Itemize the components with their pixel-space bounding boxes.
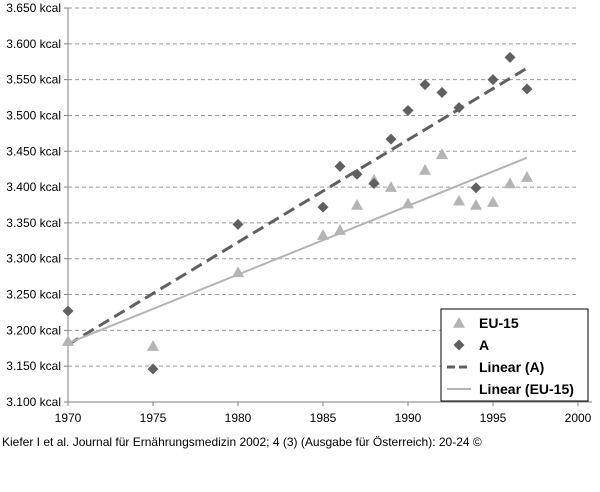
point-eu15 (470, 199, 482, 210)
x-tick-label: 1995 (480, 411, 507, 425)
point-eu15 (453, 194, 465, 206)
point-eu15 (436, 148, 448, 159)
x-axis: 1970 1975 1980 1985 1990 1995 2000 (55, 402, 592, 425)
point-a (334, 160, 346, 172)
point-a (504, 51, 516, 63)
point-eu15 (351, 199, 363, 210)
y-axis: 3.100 kcal 3.150 kcal 3.200 kcal 3.250 kcal… (6, 1, 68, 409)
trendlines (67, 66, 528, 346)
gridlines (68, 7, 578, 367)
y-tick-label: 3.350 kcal (6, 216, 61, 230)
chart-svg: 3.100 kcal 3.150 kcal 3.200 kcal 3.250 kcal… (6, 1, 592, 425)
y-tick-label: 3.650 kcal (6, 1, 61, 15)
legend-label: Linear (A) (479, 359, 544, 375)
trendline-eu15 (67, 156, 528, 345)
y-tick-label: 3.400 kcal (6, 180, 61, 194)
x-tick-label: 2000 (565, 411, 592, 425)
point-eu15 (402, 197, 414, 209)
point-a (351, 168, 363, 180)
point-a (402, 104, 414, 116)
point-eu15 (487, 196, 499, 207)
y-tick-label: 3.600 kcal (6, 37, 61, 51)
x-tick-label: 1985 (310, 411, 337, 425)
point-eu15 (147, 340, 159, 351)
x-tick-label: 1970 (55, 411, 82, 425)
point-eu15 (521, 171, 533, 182)
point-a (470, 182, 482, 194)
point-a (232, 218, 244, 230)
y-tick-label: 3.450 kcal (6, 144, 61, 158)
legend-label: Linear (EU-15) (479, 381, 574, 397)
legend-label: EU-15 (479, 315, 519, 331)
point-eu15 (317, 229, 329, 240)
point-eu15 (504, 177, 516, 189)
point-eu15 (232, 266, 244, 278)
point-eu15 (385, 181, 397, 192)
point-a (419, 79, 431, 91)
point-eu15 (419, 163, 431, 175)
y-tick-label: 3.250 kcal (6, 288, 61, 302)
y-tick-label: 3.550 kcal (6, 73, 61, 87)
y-tick-label: 3.200 kcal (6, 323, 61, 337)
point-a (147, 363, 159, 375)
source-caption: Kiefer I et al. Journal für Ernährungsme… (2, 435, 482, 449)
point-a (487, 74, 499, 86)
y-tick-label: 3.500 kcal (6, 108, 61, 122)
point-a (368, 178, 380, 190)
legend-marker-diamond (453, 339, 465, 351)
point-a (453, 102, 465, 114)
x-tick-label: 1975 (140, 411, 167, 425)
point-eu15 (334, 224, 346, 235)
y-tick-label: 3.300 kcal (6, 252, 61, 266)
legend-box (440, 308, 589, 402)
legend: EU-15 A Linear (A) Linear (EU-15) (440, 308, 589, 402)
legend-label: A (479, 337, 489, 353)
x-tick-label: 1990 (395, 411, 422, 425)
y-tick-label: 3.100 kcal (6, 395, 61, 409)
point-a (436, 87, 448, 99)
point-a (385, 133, 397, 145)
point-a (317, 201, 329, 213)
x-tick-label: 1980 (225, 411, 252, 425)
point-a (521, 83, 533, 95)
point-a (62, 305, 74, 317)
legend-marker-triangle (453, 317, 465, 328)
data-points (62, 51, 533, 375)
point-eu15 (62, 335, 74, 346)
y-tick-label: 3.150 kcal (6, 359, 61, 373)
